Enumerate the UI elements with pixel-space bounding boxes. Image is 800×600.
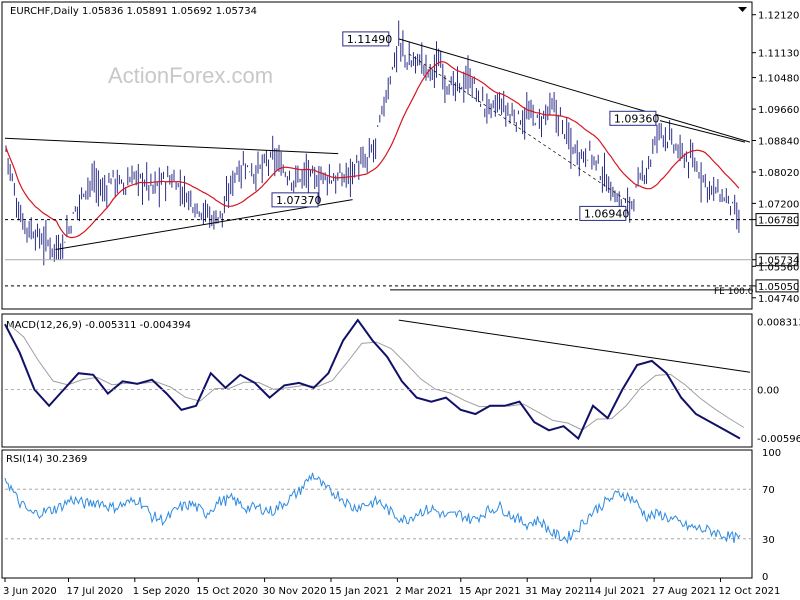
- trendline: [4, 137, 339, 155]
- price-tick-label: 1.10480: [758, 74, 799, 85]
- price-tick-label: 1.05050: [758, 282, 799, 293]
- price-level-box: [755, 213, 799, 227]
- fe-label: FE 100.0: [714, 287, 754, 297]
- x-tick-label: 1 Sep 2020: [133, 586, 190, 597]
- rsi-pane-frame: [1, 449, 753, 579]
- macd-pane-frame: [1, 313, 753, 448]
- x-tick-label: 2 Mar 2021: [395, 586, 452, 597]
- macd-tick-label: -0.00596: [757, 434, 800, 445]
- price-tick-label: 1.08020: [758, 168, 799, 179]
- price-pane-title: EURCHF,Daily 1.05836 1.05891 1.05692 1.0…: [10, 6, 257, 17]
- price-tick-label: 1.09660: [758, 105, 799, 116]
- annotation-label: 1.11490: [347, 33, 393, 46]
- macd-trendline: [398, 319, 751, 373]
- annotation-box: [271, 192, 319, 208]
- x-tick-label: 30 Nov 2020: [263, 586, 327, 597]
- rsi-tick-label: 70: [762, 485, 775, 496]
- trendline: [659, 120, 746, 143]
- rsi-tick-label: 100: [762, 448, 781, 459]
- price-tick-label: 1.06780: [758, 216, 799, 227]
- moving-average-line: [5, 61, 740, 239]
- rsi-line: [4, 472, 741, 545]
- collapse-arrow-icon: [738, 7, 747, 12]
- x-tick-label: 15 Apr 2021: [459, 586, 521, 597]
- x-tick-label: 31 May 2021: [525, 586, 590, 597]
- annotation-label: 1.07370: [276, 194, 322, 207]
- x-axis: 3 Jun 2020 17 Jul 2020 1 Sep 2020 15 Oct 20…: [3, 578, 780, 597]
- price-tick-label: 1.12120: [758, 11, 799, 22]
- rsi-tick-label: 30: [762, 535, 775, 546]
- price-tick-label: 1.05734: [758, 256, 799, 267]
- macd-tick-label: 0.008313: [757, 318, 800, 329]
- price-group: FE 100.0 1.11490 1.09360 1.06940 1.07370 1.12…: [4, 11, 799, 305]
- annotation-label: 1.06940: [584, 207, 630, 220]
- x-tick-label: 12 Oct 2021: [719, 586, 781, 597]
- watermark: ActionForex.com: [108, 63, 273, 88]
- macd-tick-label: 0.00: [757, 386, 779, 397]
- trendline: [55, 199, 353, 250]
- x-tick-label: 17 Jul 2020: [67, 586, 124, 597]
- price-level-box: [755, 253, 799, 267]
- channel-dashed-line: [408, 53, 632, 204]
- price-tick-label: 1.07200: [758, 199, 799, 210]
- annotation-box: [609, 110, 657, 126]
- price-tick-label: 1.08840: [758, 137, 799, 148]
- annotation-box: [579, 205, 627, 221]
- price-tick-label: 1.05560: [758, 262, 799, 273]
- price-level-box: [755, 279, 799, 293]
- x-tick-label: 14 Jul 2021: [589, 586, 646, 597]
- macd-pane-title: MACD(12,26,9) -0.005311 -0.004394: [6, 320, 191, 331]
- price-tick-label: 1.04740: [758, 294, 799, 305]
- x-tick-label: 27 Aug 2021: [652, 586, 716, 597]
- rsi-pane-title: RSI(14) 30.2369: [6, 454, 87, 465]
- trendline: [398, 38, 751, 143]
- rsi-group: 100 70 30 0: [4, 448, 781, 583]
- price-pane-frame: [1, 1, 753, 310]
- x-tick-label: 15 Jan 2021: [329, 586, 389, 597]
- annotation-label: 1.09360: [614, 112, 660, 125]
- x-tick-label: 3 Jun 2020: [3, 586, 57, 597]
- price-tick-label: 1.11130: [758, 49, 799, 60]
- macd-group: 0.008313 0.00 -0.00596: [4, 318, 800, 445]
- x-tick-label: 15 Oct 2020: [196, 586, 258, 597]
- macd-line: [4, 318, 741, 441]
- annotation-box: [342, 31, 390, 47]
- rsi-tick-label: 0: [762, 572, 768, 583]
